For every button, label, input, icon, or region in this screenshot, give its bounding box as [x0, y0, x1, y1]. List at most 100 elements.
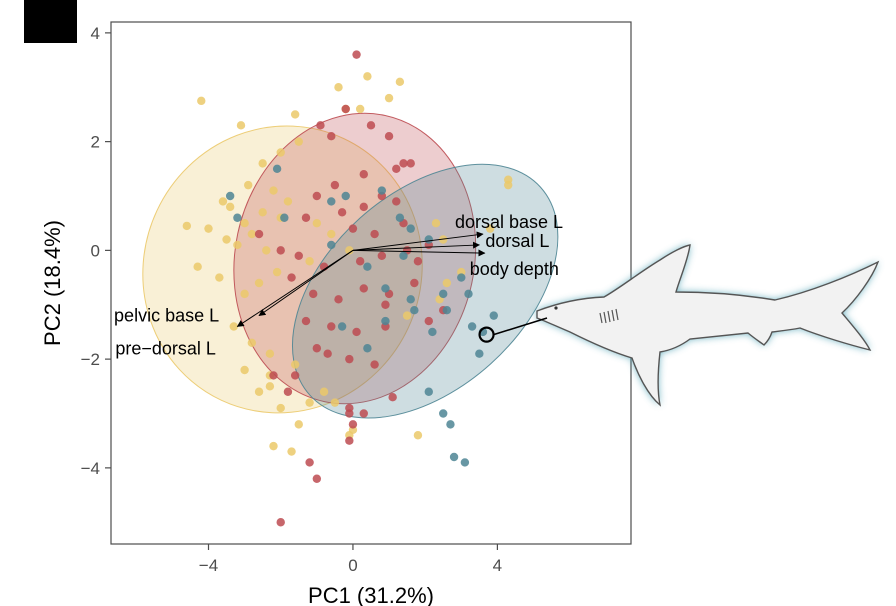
confidence-ellipses	[142, 112, 559, 419]
confidence-ellipse-2	[233, 112, 477, 405]
data-point-series-1	[504, 180, 513, 190]
data-point-series-1	[182, 221, 192, 231]
data-point-series-2	[337, 208, 347, 217]
data-point-series-1	[330, 398, 340, 407]
highlighted-specimen-ring	[478, 326, 495, 343]
loading-label: body depth	[470, 259, 559, 279]
data-point-series-1	[294, 420, 303, 429]
data-point-series-3	[406, 295, 415, 304]
data-point-series-3	[410, 305, 419, 315]
data-point-series-2	[345, 354, 354, 364]
data-points	[182, 50, 513, 527]
data-point-series-2	[348, 224, 358, 233]
x-tick-label: 0	[348, 556, 357, 575]
data-point-series-3	[439, 289, 448, 299]
data-point-series-1	[269, 186, 278, 195]
data-point-series-1	[395, 77, 405, 87]
y-tick-label: −4	[81, 459, 100, 478]
data-point-series-2	[359, 202, 368, 212]
data-point-series-1	[287, 447, 296, 456]
data-point-series-1	[247, 338, 257, 348]
y-tick-label: −2	[81, 350, 100, 369]
data-point-series-1	[319, 387, 329, 396]
data-point-series-2	[392, 197, 401, 206]
data-point-series-2	[370, 229, 379, 239]
data-point-series-2	[352, 327, 361, 337]
corner-redaction-box	[24, 0, 77, 43]
y-tick-label: 0	[91, 241, 100, 260]
data-point-series-1	[193, 262, 202, 271]
data-point-series-1	[240, 218, 249, 228]
data-point-series-2	[290, 371, 300, 380]
loading-label: pelvic base L	[114, 306, 219, 326]
data-point-series-1	[265, 382, 275, 391]
data-point-series-3	[475, 349, 484, 358]
data-point-series-1	[442, 278, 452, 288]
data-point-series-1	[247, 229, 257, 239]
data-point-series-2	[345, 409, 354, 418]
data-point-series-1	[327, 229, 336, 239]
data-point-series-2	[381, 300, 390, 309]
data-point-series-1	[258, 208, 267, 217]
data-point-series-1	[258, 159, 267, 168]
data-point-series-1	[262, 246, 271, 255]
data-point-series-2	[384, 131, 394, 141]
data-point-series-1	[345, 246, 354, 255]
data-point-series-1	[233, 240, 242, 250]
loading-label: dorsal base L	[455, 212, 563, 232]
x-axis-title: PC1 (31.2%)	[308, 583, 434, 606]
data-point-series-1	[305, 398, 314, 407]
data-point-series-3	[446, 420, 455, 429]
data-point-series-2	[334, 295, 343, 304]
data-point-series-3	[442, 305, 452, 315]
data-point-series-1	[363, 72, 372, 81]
data-point-series-3	[464, 289, 473, 299]
data-point-series-3	[381, 284, 390, 293]
data-point-series-3	[424, 235, 433, 244]
data-point-series-2	[392, 164, 401, 174]
data-point-series-2	[348, 420, 358, 429]
data-point-series-3	[381, 316, 390, 326]
shark-illustration	[536, 244, 880, 407]
data-point-series-3	[399, 251, 408, 261]
data-point-series-1	[294, 137, 303, 146]
x-tick-label: 4	[493, 556, 502, 575]
data-point-series-3	[377, 186, 387, 195]
data-point-series-2	[345, 436, 354, 445]
data-point-series-3	[341, 191, 350, 201]
data-point-series-2	[254, 229, 264, 239]
data-point-series-1	[290, 110, 300, 119]
data-point-series-2	[330, 180, 340, 190]
data-point-series-2	[388, 392, 397, 402]
x-tick-label: −4	[199, 556, 218, 575]
data-point-series-2	[377, 251, 387, 261]
y-tick-label: 2	[91, 133, 100, 152]
data-point-series-3	[327, 197, 336, 206]
data-point-series-1	[197, 96, 206, 106]
data-point-series-3	[280, 213, 289, 222]
data-point-series-3	[457, 273, 466, 282]
data-point-series-3	[439, 409, 448, 418]
y-axis-title: PC2 (18.4%)	[40, 220, 65, 346]
data-point-series-3	[233, 213, 242, 222]
data-point-series-1	[254, 387, 264, 396]
data-point-series-1	[283, 197, 293, 206]
y-tick-label: 4	[91, 24, 100, 43]
callout-line	[493, 317, 548, 336]
data-point-series-2	[406, 159, 415, 168]
loading-arrow	[352, 249, 486, 257]
data-point-series-3	[272, 164, 282, 174]
data-point-series-1	[384, 93, 394, 103]
data-point-series-1	[413, 431, 423, 440]
data-point-series-2	[276, 246, 285, 255]
data-point-series-2	[312, 344, 322, 353]
data-point-series-2	[287, 273, 296, 282]
data-point-series-1	[265, 349, 275, 358]
data-point-series-3	[225, 191, 235, 201]
data-point-series-1	[254, 278, 264, 288]
data-point-series-2	[283, 387, 293, 396]
data-point-series-2	[294, 251, 303, 261]
loading-arrow	[352, 241, 481, 251]
